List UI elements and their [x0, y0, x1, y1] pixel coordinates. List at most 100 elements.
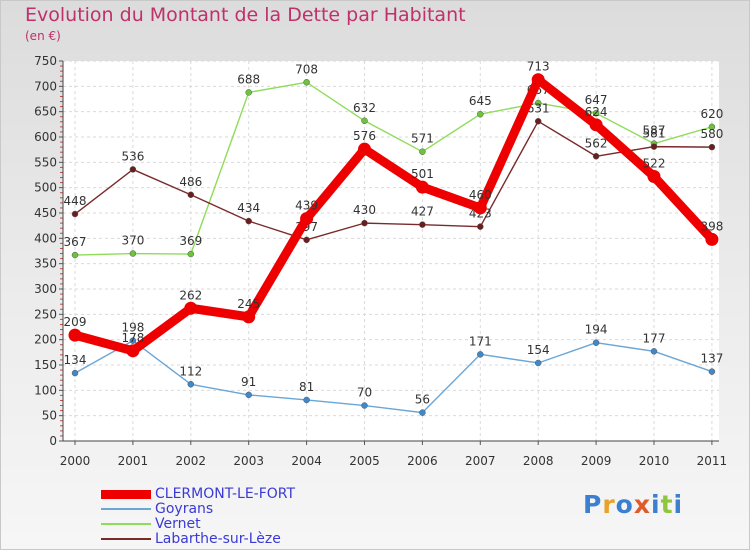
y-tick-label: 700 — [34, 79, 57, 93]
data-point — [534, 359, 542, 367]
data-label: 688 — [237, 72, 260, 86]
data-label: 245 — [237, 297, 260, 311]
legend-item-clermont-le-fort: CLERMONT-LE-FORT — [101, 486, 361, 502]
x-tick-label: 2000 — [60, 454, 91, 468]
legend-label: Vernet — [155, 516, 201, 532]
data-label: 70 — [357, 386, 372, 400]
y-tick-label: 50 — [42, 409, 57, 423]
data-label: 367 — [64, 235, 87, 249]
data-label: 501 — [411, 167, 434, 181]
data-point — [361, 117, 368, 125]
data-point — [303, 79, 310, 86]
data-label: 209 — [64, 315, 87, 329]
data-point — [477, 351, 484, 358]
y-tick-label: 650 — [34, 105, 57, 119]
x-tick-label: 2003 — [233, 454, 264, 468]
y-tick-label: 150 — [34, 358, 57, 372]
y-tick-label: 550 — [34, 155, 57, 169]
data-point — [126, 344, 140, 358]
legend-swatch — [101, 538, 151, 540]
data-point — [129, 337, 137, 344]
series-line — [70, 75, 717, 356]
data-point — [589, 118, 603, 132]
logo-letter: i — [673, 490, 684, 519]
data-point — [361, 219, 368, 227]
y-tick-label: 200 — [34, 333, 57, 347]
x-tick-label: 2007 — [465, 454, 496, 468]
data-point — [358, 142, 371, 156]
data-label: 137 — [700, 352, 723, 366]
series-clermont-le-fort: 209 178 262 245 439 576 501 460 713 624 522 398 — [64, 60, 723, 358]
x-tick-label: 2011 — [697, 454, 728, 468]
y-tick-label: 300 — [34, 282, 57, 296]
chart-title: Evolution du Montant de la Dette par Hab… — [25, 4, 466, 26]
data-point — [187, 381, 195, 388]
data-label: 171 — [469, 334, 492, 348]
data-label: 645 — [469, 94, 492, 108]
data-label: 56 — [415, 393, 430, 407]
data-point — [187, 250, 195, 258]
data-point — [534, 99, 542, 107]
series-goyrans: 134 198 112 91 81 70 56 171 154 194 177 137 — [64, 321, 723, 416]
data-label: 178 — [121, 331, 144, 345]
data-point — [650, 143, 658, 150]
data-label: 522 — [643, 157, 666, 171]
data-label: 439 — [295, 199, 318, 213]
data-point — [419, 221, 426, 228]
data-point — [245, 391, 252, 399]
data-label: 434 — [237, 201, 260, 215]
data-label: 460 — [469, 188, 492, 202]
legend-label: Labarthe-sur-Lèze — [155, 531, 281, 547]
legend-label: Goyrans — [155, 501, 214, 517]
data-point — [242, 310, 256, 324]
data-label: 486 — [179, 175, 202, 189]
data-label: 134 — [64, 353, 87, 367]
data-label: 81 — [299, 380, 314, 394]
data-label: 369 — [179, 234, 202, 248]
data-label: 194 — [585, 323, 608, 337]
legend-item-vernet: Vernet — [101, 516, 361, 532]
data-point — [419, 409, 426, 416]
series-line — [74, 339, 713, 414]
data-point — [361, 402, 368, 409]
data-label: 177 — [643, 331, 666, 345]
data-point — [245, 89, 252, 96]
data-point — [415, 180, 429, 194]
data-point — [187, 191, 195, 199]
y-tick-label: 600 — [34, 130, 57, 144]
data-label: 576 — [353, 129, 376, 143]
data-label: 112 — [179, 364, 202, 378]
data-point — [71, 251, 79, 259]
logo-letter: t — [660, 490, 674, 519]
logo-letter: r — [602, 490, 616, 519]
data-label: 624 — [585, 105, 608, 119]
data-point — [708, 123, 716, 131]
legend: CLERMONT-LE-FORT Goyrans Vernet Labarthe-su… — [101, 486, 361, 547]
chart-unit-label: (en €) — [25, 29, 61, 43]
x-tick-label: 2008 — [523, 454, 554, 468]
y-tick-label: 0 — [49, 434, 57, 448]
data-label: 631 — [527, 101, 550, 115]
data-label: 580 — [700, 127, 723, 141]
data-point — [650, 348, 658, 355]
y-tick-label: 450 — [34, 206, 57, 220]
data-point — [592, 153, 600, 160]
data-label: 154 — [527, 343, 550, 357]
data-point — [534, 118, 542, 125]
x-tick-label: 2010 — [639, 454, 670, 468]
x-tick-label: 2006 — [407, 454, 438, 468]
data-label: 562 — [585, 136, 608, 150]
data-label: 587 — [643, 124, 666, 138]
data-label: 581 — [643, 127, 666, 141]
y-tick-label: 100 — [34, 383, 57, 397]
y-tick-label: 400 — [34, 231, 57, 245]
data-label: 427 — [411, 205, 434, 219]
x-tick-label: 2004 — [291, 454, 322, 468]
data-label: 370 — [121, 234, 144, 248]
data-label: 713 — [527, 60, 550, 74]
data-label: 536 — [121, 149, 144, 163]
data-point — [71, 369, 79, 377]
data-point — [129, 166, 137, 173]
